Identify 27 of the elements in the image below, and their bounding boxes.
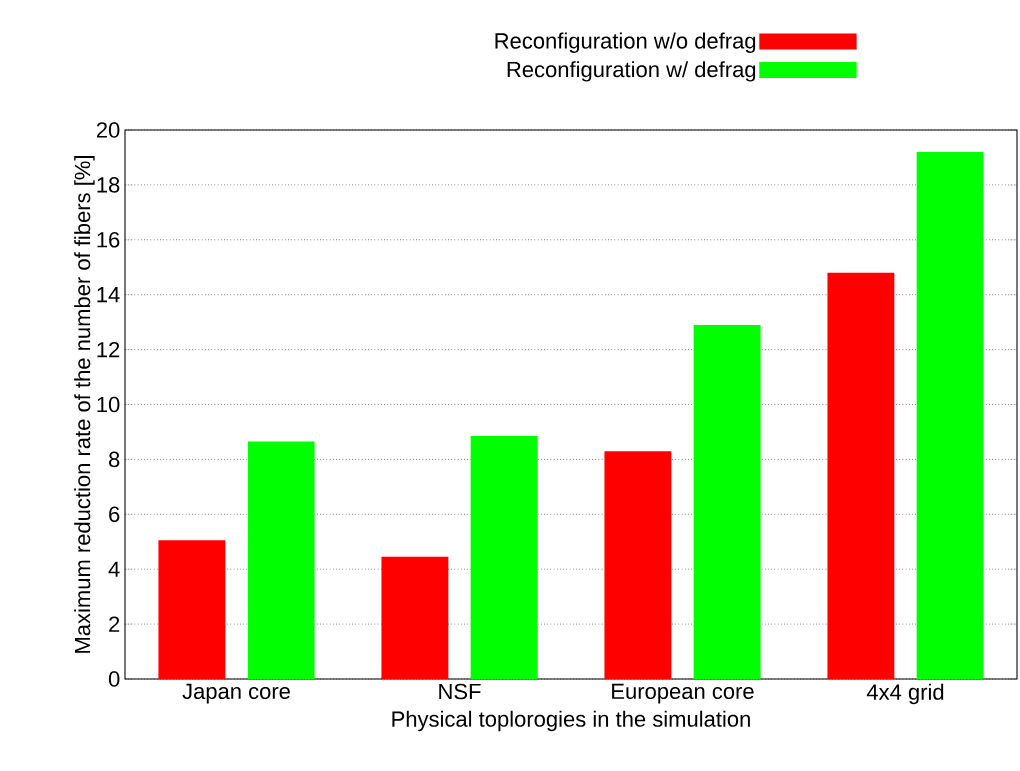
bar [470,436,538,679]
y-axis-title: Maximum reduction rate of the number of fibers [%] [74,156,95,653]
y-tick-label: 8 [109,451,120,468]
y-tick-label: 4 [108,561,120,577]
y-tick-label: 10 [97,396,120,413]
x-tick-label: Japan core [182,683,290,704]
x-tick-label: European core [612,683,754,704]
y-tick-label: 6 [109,506,120,523]
y-tick-label: 20 [96,122,120,138]
y-tick-label: 2 [109,616,120,632]
bar [827,272,895,679]
bar [158,540,226,679]
y-tick-label: 16 [97,232,120,248]
y-tick-label: 12 [97,341,120,358]
bar [916,151,984,679]
x-tick-label: NSF [439,683,481,700]
bar [247,441,315,679]
bar [693,324,761,679]
bar [604,451,672,679]
y-tick-label: 14 [97,287,120,303]
legend-label: Reconfiguration w/o defrag [495,32,756,54]
x-tick-label: 4x4 grid [866,683,944,705]
legend-label: Reconfiguration w/ defrag [507,61,756,82]
x-axis-title: Physical toplorogies in the simulation [392,710,750,732]
y-tick-label: 0 [108,671,120,687]
bar [381,556,449,679]
y-tick-label: 18 [97,177,120,193]
